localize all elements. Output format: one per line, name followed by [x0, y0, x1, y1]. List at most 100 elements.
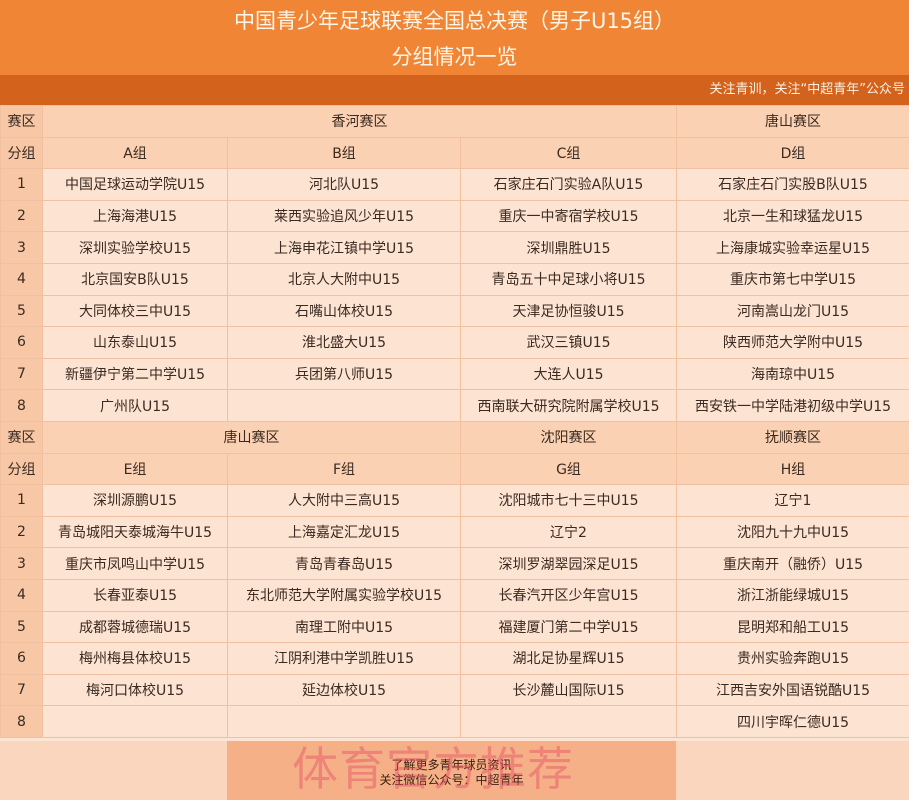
- team-cell: 深圳鼎胜U15: [460, 231, 677, 264]
- row-index: 6: [0, 642, 43, 675]
- footer-info: 了解更多青年球员资讯 关注微信公众号：中超青年: [227, 741, 676, 800]
- team-cell: 上海嘉定汇龙U15: [227, 515, 461, 549]
- team-cell: 淮北盛大U15: [227, 326, 461, 359]
- table-row: 5 成都蓉城德瑞U15 南理工附中U15 福建厦门第二中学U15 昆明郑和船工U15: [0, 610, 909, 644]
- team-cell: 深圳源鹏U15: [42, 484, 228, 517]
- region-header: 沈阳赛区: [460, 420, 677, 454]
- row-index: 2: [0, 199, 43, 233]
- team-cell: [227, 389, 461, 422]
- row-index: 3: [0, 231, 43, 264]
- team-cell: 上海申花江镇中学U15: [227, 231, 461, 264]
- team-cell: 河北队U15: [227, 168, 461, 201]
- table-row: 3 重庆市凤鸣山中学U15 青岛青春岛U15 深圳罗湖翠园深足U15 重庆南开（融侨）U…: [0, 547, 909, 580]
- region-header: 香河赛区: [42, 105, 677, 138]
- team-cell: 东北师范大学附属实验学校U15: [227, 578, 461, 612]
- region-label: 赛区: [0, 420, 43, 454]
- team-cell: 辽宁2: [460, 515, 677, 549]
- team-cell: 人大附中三高U15: [227, 484, 461, 517]
- table-row: 3 深圳实验学校U15 上海申花江镇中学U15 深圳鼎胜U15 上海康城实验幸运星U15: [0, 231, 909, 264]
- table-row: 8 四川宇晖仁德U15: [0, 705, 909, 738]
- row-index: 1: [0, 484, 43, 517]
- team-cell: 莱西实验追风少年U15: [227, 199, 461, 233]
- team-cell: 山东泰山U15: [42, 326, 228, 359]
- team-cell: 北京人大附中U15: [227, 262, 461, 296]
- title-banner: 中国青少年足球联赛全国总决赛（男子U15组） 分组情况一览: [0, 0, 909, 75]
- team-cell: 江西吉安外国语锐酷U15: [676, 673, 909, 707]
- table-row: 4 北京国安B队U15 北京人大附中U15 青岛五十中足球小将U15 重庆市第七中学U1…: [0, 262, 909, 296]
- team-cell: 长沙麓山国际U15: [460, 673, 677, 707]
- group-header: C组: [460, 136, 677, 170]
- team-cell: 青岛青春岛U15: [227, 547, 461, 580]
- team-cell: 武汉三镇U15: [460, 326, 677, 359]
- team-cell: 梅州梅县体校U15: [42, 642, 228, 675]
- row-index: 6: [0, 326, 43, 359]
- table-row: 5 大同体校三中U15 石嘴山体校U15 天津足协恒骏U15 河南嵩山龙门U15: [0, 294, 909, 328]
- team-cell: 石家庄石门实股B队U15: [676, 168, 909, 201]
- row-index: 4: [0, 262, 43, 296]
- team-cell: 南理工附中U15: [227, 610, 461, 644]
- team-cell: 四川宇晖仁德U15: [676, 705, 909, 738]
- group-header: D组: [676, 136, 909, 170]
- team-cell: 海南琼中U15: [676, 357, 909, 391]
- region-label: 赛区: [0, 105, 43, 138]
- page-subtitle: 分组情况一览: [391, 45, 518, 69]
- team-cell: 沈阳城市七十三中U15: [460, 484, 677, 517]
- region-header: 唐山赛区: [676, 105, 909, 138]
- group-row: 分组 A组 B组 C组 D组: [0, 136, 909, 170]
- row-index: 8: [0, 389, 43, 422]
- table-row: 8 广州队U15 西南联大研究院附属学校U15 西安铁一中学陆港初级中学U15: [0, 389, 909, 422]
- group-label: 分组: [0, 452, 43, 486]
- table-row: 6 山东泰山U15 淮北盛大U15 武汉三镇U15 陕西师范大学附中U15: [0, 326, 909, 359]
- team-cell: 大连人U15: [460, 357, 677, 391]
- team-cell: 延边体校U15: [227, 673, 461, 707]
- team-cell: 重庆南开（融侨）U15: [676, 547, 909, 580]
- team-cell: 大同体校三中U15: [42, 294, 228, 328]
- row-index: 4: [0, 578, 43, 612]
- team-cell: 福建厦门第二中学U15: [460, 610, 677, 644]
- row-index: 5: [0, 294, 43, 328]
- team-cell: 长春亚泰U15: [42, 578, 228, 612]
- team-cell: 深圳实验学校U15: [42, 231, 228, 264]
- footer-left-panel: [0, 741, 227, 800]
- region-row: 赛区 香河赛区 唐山赛区: [0, 105, 909, 138]
- row-index: 8: [0, 705, 43, 738]
- team-cell: 浙江浙能绿城U15: [676, 578, 909, 612]
- region-header: 唐山赛区: [42, 420, 461, 454]
- team-cell: [227, 705, 461, 738]
- row-index: 7: [0, 357, 43, 391]
- table-row: 4 长春亚泰U15 东北师范大学附属实验学校U15 长春汽开区少年宫U15 浙江浙能绿城…: [0, 578, 909, 612]
- team-cell: 辽宁1: [676, 484, 909, 517]
- team-cell: 河南嵩山龙门U15: [676, 294, 909, 328]
- team-cell: 西安铁一中学陆港初级中学U15: [676, 389, 909, 422]
- footer-line-2: 关注微信公众号：中超青年: [379, 773, 524, 787]
- row-index: 3: [0, 547, 43, 580]
- groups-table: 赛区 香河赛区 唐山赛区 分组 A组 B组 C组 D组 1 中国足球运动学院U15 河北队U15 石家…: [0, 105, 909, 738]
- team-cell: 新疆伊宁第二中学U15: [42, 357, 228, 391]
- group-header: G组: [460, 452, 677, 486]
- group-header: B组: [227, 136, 461, 170]
- table-row: 1 中国足球运动学院U15 河北队U15 石家庄石门实验A队U15 石家庄石门实股B队U…: [0, 168, 909, 201]
- group-header: F组: [227, 452, 461, 486]
- team-cell: 重庆市第七中学U15: [676, 262, 909, 296]
- team-cell: 重庆一中寄宿学校U15: [460, 199, 677, 233]
- group-label: 分组: [0, 136, 43, 170]
- team-cell: 石家庄石门实验A队U15: [460, 168, 677, 201]
- group-header: A组: [42, 136, 228, 170]
- footer: 了解更多青年球员资讯 关注微信公众号：中超青年: [0, 741, 909, 800]
- team-cell: 深圳罗湖翠园深足U15: [460, 547, 677, 580]
- team-cell: 重庆市凤鸣山中学U15: [42, 547, 228, 580]
- row-index: 7: [0, 673, 43, 707]
- team-cell: 兵团第八师U15: [227, 357, 461, 391]
- region-header: 抚顺赛区: [676, 420, 909, 454]
- footer-right-panel: [676, 741, 909, 800]
- team-cell: 中国足球运动学院U15: [42, 168, 228, 201]
- team-cell: [460, 705, 677, 738]
- group-header: E组: [42, 452, 228, 486]
- row-index: 1: [0, 168, 43, 201]
- team-cell: 成都蓉城德瑞U15: [42, 610, 228, 644]
- team-cell: 陕西师范大学附中U15: [676, 326, 909, 359]
- team-cell: 石嘴山体校U15: [227, 294, 461, 328]
- footer-line-1: 了解更多青年球员资讯: [391, 758, 512, 772]
- team-cell: 湖北足协星辉U15: [460, 642, 677, 675]
- team-cell: 天津足协恒骏U15: [460, 294, 677, 328]
